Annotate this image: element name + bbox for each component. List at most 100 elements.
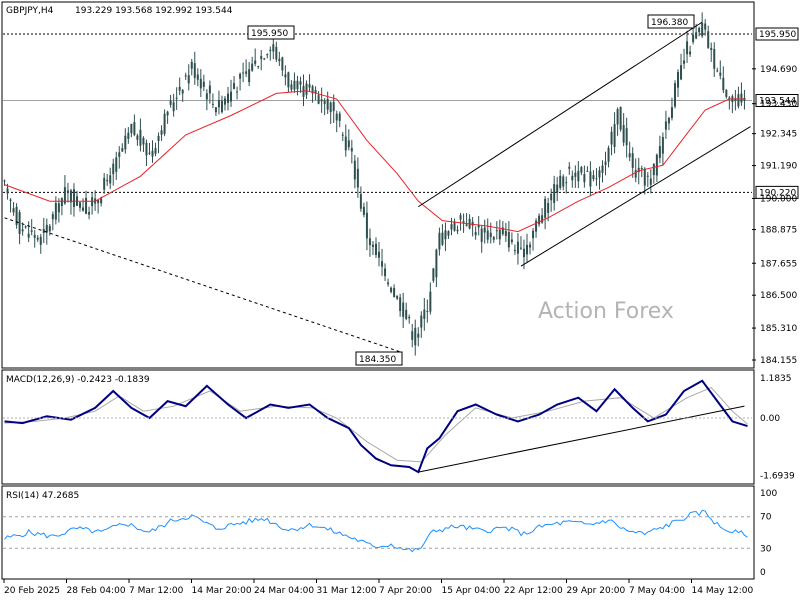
- candle-body: [516, 241, 519, 254]
- candle-body: [88, 211, 91, 215]
- time-tick-label: 7 May 04:00: [629, 586, 685, 596]
- macd-tick-label: 0.00: [760, 414, 780, 424]
- candle-body: [661, 137, 664, 154]
- candle-body: [320, 99, 323, 102]
- candle-body: [646, 175, 649, 177]
- candle-body: [257, 65, 260, 67]
- candle-body: [48, 226, 51, 232]
- annotation-high-196380: 196.380: [647, 14, 695, 29]
- candle-body: [559, 175, 562, 188]
- time-tick-label: 20 Feb 2025: [4, 586, 60, 596]
- candle-body: [652, 163, 655, 176]
- rsi-tick-label: 0: [760, 568, 766, 578]
- candle-body: [341, 134, 344, 136]
- price-tick-label: 186.500: [760, 291, 797, 301]
- candle-body: [740, 93, 743, 103]
- candle-body: [387, 282, 390, 285]
- candle-body: [142, 137, 145, 145]
- candle-body: [335, 113, 338, 121]
- candle-body: [347, 140, 350, 148]
- macd-tick-label: 1.1835: [760, 374, 792, 384]
- candle-body: [223, 98, 226, 105]
- price-tick-label: 184.155: [760, 356, 797, 366]
- candle-body: [471, 221, 474, 226]
- candle-body: [148, 152, 151, 154]
- candle-body: [266, 54, 269, 56]
- candle-body: [136, 135, 139, 140]
- candle-body: [178, 86, 181, 91]
- candle-body: [72, 189, 75, 207]
- candle-body: [698, 27, 701, 33]
- candle-body: [631, 153, 634, 168]
- candle-body: [208, 85, 211, 94]
- candle-body: [103, 177, 106, 190]
- macd-trendline: [418, 405, 745, 473]
- candle-body: [628, 153, 631, 158]
- candle-body: [510, 239, 513, 243]
- candle-body: [692, 34, 695, 43]
- candle-body: [100, 198, 103, 204]
- candle-body: [127, 132, 130, 139]
- annotation-low-184350: 184.350: [355, 351, 403, 366]
- candle-body: [356, 168, 359, 188]
- candle-body: [384, 268, 387, 277]
- candle-body: [438, 232, 441, 250]
- candle-body: [79, 202, 82, 208]
- rsi-tick-label: 30: [760, 544, 772, 554]
- candle-body: [193, 63, 196, 78]
- candle-body: [480, 228, 483, 242]
- candle-body: [607, 147, 610, 162]
- candle-body: [269, 49, 272, 52]
- candle-body: [541, 215, 544, 223]
- candle-body: [57, 203, 60, 213]
- candle-body: [205, 93, 208, 100]
- candle-body: [586, 170, 589, 172]
- candle-body: [163, 113, 166, 134]
- candle-body: [619, 106, 622, 130]
- candle-body: [36, 237, 39, 240]
- candle-body: [9, 199, 12, 201]
- candle-body: [616, 109, 619, 125]
- candle-body: [236, 91, 239, 93]
- candle-body: [199, 78, 202, 89]
- candle-body: [547, 203, 550, 213]
- candle-body: [465, 224, 468, 227]
- trendline: [417, 21, 703, 208]
- level-price-box: [755, 93, 799, 107]
- candle-body: [293, 80, 296, 90]
- candle-body: [538, 215, 541, 225]
- level-lines: 195.950 193.544 190.220: [3, 27, 799, 199]
- time-tick-label: 15 Apr 04:00: [442, 586, 501, 596]
- candle-body: [492, 237, 495, 240]
- candle-body: [6, 188, 9, 194]
- candle-body: [350, 147, 353, 152]
- price-tick-label: 191.190: [760, 162, 797, 172]
- candle-body: [359, 194, 362, 209]
- candle-body: [689, 51, 692, 55]
- candle-body: [568, 166, 571, 169]
- candle-body: [275, 46, 278, 60]
- watermark: Action Forex: [538, 299, 674, 324]
- candle-body: [202, 81, 205, 87]
- candle-body: [139, 129, 142, 146]
- candle-body: [245, 71, 248, 74]
- candle-body: [447, 231, 450, 236]
- moving-average-line: [4, 90, 745, 233]
- price-tick-label: 193.430: [760, 100, 797, 110]
- candle-body: [172, 102, 175, 112]
- candle-body: [405, 309, 408, 320]
- candle-body: [550, 193, 553, 201]
- trendlines: [4, 21, 751, 353]
- trendline: [4, 217, 401, 353]
- candle-body: [239, 73, 242, 79]
- candle-body: [683, 60, 686, 64]
- level-price-label: 190.220: [759, 188, 796, 198]
- candle-body: [160, 130, 163, 135]
- macd-main-line: [4, 379, 748, 474]
- candle-body: [719, 72, 722, 76]
- candle-body: [574, 172, 577, 177]
- rsi-tick-label: 70: [760, 513, 772, 523]
- candle-body: [477, 225, 480, 228]
- candle-body: [643, 168, 646, 186]
- trendline: [520, 126, 751, 267]
